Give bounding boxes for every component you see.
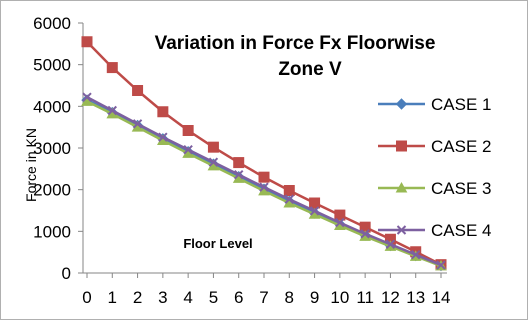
series-layer bbox=[81, 36, 447, 272]
legend-item: CASE 2 bbox=[378, 137, 491, 156]
data-point bbox=[183, 144, 193, 155]
x-tick-label: 12 bbox=[381, 288, 400, 307]
x-tick-label: 10 bbox=[330, 288, 349, 307]
data-point bbox=[284, 194, 294, 204]
data-point bbox=[82, 92, 92, 102]
x-tick-label: 4 bbox=[183, 288, 192, 307]
x-tick-label: 8 bbox=[285, 288, 294, 307]
x-tick-label: 5 bbox=[209, 288, 218, 307]
x-tick-label: 11 bbox=[356, 288, 374, 307]
data-point bbox=[132, 85, 144, 96]
x-tick-label: 13 bbox=[406, 288, 425, 307]
y-tick-label: 4000 bbox=[33, 97, 71, 116]
x-tick-label: 2 bbox=[133, 288, 142, 307]
chart-title: Variation in Force Fx Floorwise bbox=[155, 33, 436, 54]
x-tick-label: 0 bbox=[82, 288, 91, 307]
y-axis-label: Force in KN bbox=[23, 128, 39, 202]
data-point bbox=[132, 119, 143, 129]
data-point bbox=[81, 36, 93, 48]
data-point bbox=[158, 132, 168, 142]
legend-label: CASE 2 bbox=[431, 137, 491, 156]
x-tick-label: 1 bbox=[108, 288, 117, 307]
y-tick-label: 5000 bbox=[33, 56, 71, 75]
legend-item: CASE 1 bbox=[378, 95, 491, 114]
y-tick-label: 6000 bbox=[33, 14, 71, 33]
y-tick-label: 0 bbox=[62, 264, 71, 283]
data-point bbox=[309, 206, 320, 216]
data-point bbox=[233, 157, 245, 169]
data-point bbox=[309, 197, 321, 209]
data-point bbox=[208, 157, 219, 167]
legend-item: CASE 3 bbox=[378, 179, 491, 198]
y-tick-label: 2000 bbox=[33, 181, 71, 200]
data-point bbox=[360, 229, 370, 239]
x-tick-label: 6 bbox=[234, 288, 243, 307]
data-point bbox=[335, 217, 345, 228]
y-tick-label: 1000 bbox=[33, 222, 71, 241]
x-tick-label: 7 bbox=[259, 288, 268, 307]
data-point bbox=[157, 106, 169, 118]
data-point bbox=[411, 249, 421, 260]
legend-label: CASE 1 bbox=[431, 95, 491, 114]
legend-marker bbox=[395, 181, 408, 193]
data-point bbox=[259, 182, 269, 192]
legend-label: CASE 4 bbox=[431, 221, 491, 240]
legend-marker bbox=[396, 225, 407, 235]
chart-subtitle: Zone V bbox=[278, 59, 342, 80]
legend-marker bbox=[395, 98, 408, 110]
x-tick-label: 3 bbox=[158, 288, 167, 307]
data-point bbox=[182, 125, 194, 136]
data-point bbox=[234, 169, 244, 180]
data-point bbox=[385, 239, 396, 249]
data-point bbox=[107, 105, 117, 116]
data-point bbox=[207, 141, 219, 153]
legend: CASE 1 CASE 2 CASE 3 CASE 4 bbox=[378, 95, 491, 240]
data-point bbox=[436, 260, 446, 270]
series-4 bbox=[82, 92, 446, 270]
x-axis-label: Floor Level bbox=[183, 236, 252, 251]
x-tick-label: 9 bbox=[310, 288, 319, 307]
legend-marker bbox=[396, 140, 407, 152]
data-point bbox=[106, 62, 118, 74]
data-point bbox=[283, 185, 295, 196]
legend-item: CASE 4 bbox=[378, 221, 491, 240]
legend-label: CASE 3 bbox=[431, 179, 491, 198]
data-point bbox=[258, 171, 270, 183]
x-tick-label: 14 bbox=[432, 288, 451, 307]
y-tick-label: 3000 bbox=[33, 139, 71, 158]
